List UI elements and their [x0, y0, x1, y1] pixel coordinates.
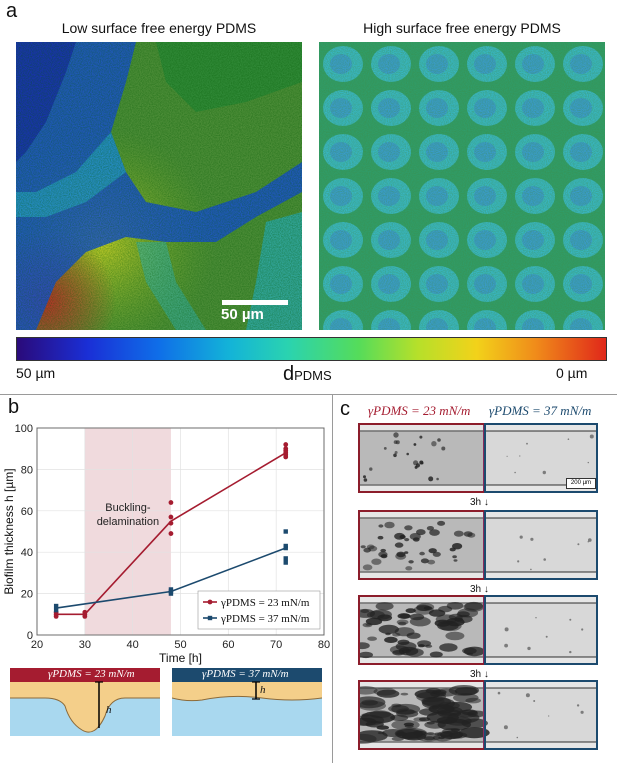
series-1-point	[283, 529, 288, 534]
series-1-point	[283, 543, 288, 549]
horizontal-divider	[0, 394, 617, 395]
colorbar-title-main: d	[283, 363, 295, 385]
series-1-point	[283, 556, 288, 561]
panel-c-letter: c	[340, 398, 350, 420]
schematic-low-energy	[10, 668, 160, 736]
series-0-point	[168, 520, 174, 526]
channel-label-left: γPDMS = 23 mN/m	[368, 403, 471, 418]
y-tick-label: 40	[21, 547, 33, 559]
schematic-high-energy	[172, 668, 322, 736]
y-tick-label: 60	[21, 506, 33, 518]
channel-svg	[358, 510, 598, 580]
y-tick-label: 80	[21, 464, 33, 476]
time-step-label: 3h ↓	[470, 584, 489, 595]
panel-a-letter: a	[6, 0, 18, 22]
shaded-region	[84, 428, 171, 635]
time-step-label: 3h ↓	[470, 497, 489, 508]
series-line-0	[56, 452, 287, 616]
schematic-left-label: γPDMS = 23 mN/m	[48, 668, 135, 680]
x-tick-label: 20	[31, 639, 43, 651]
left-micrograph-title: Low surface free energy PDMS	[61, 20, 257, 36]
series-1-point	[53, 603, 59, 609]
legend-box	[197, 590, 321, 630]
micrograph-scale-bar-label: 50 µm	[221, 306, 264, 323]
schematic-left-h: h	[106, 704, 112, 716]
channel-svg	[358, 423, 598, 493]
channel-svg	[358, 595, 598, 665]
x-tick-label: 70	[270, 639, 282, 651]
x-tick-label: 50	[174, 639, 186, 651]
channel-high-energy-frame	[484, 595, 598, 665]
y-axis-label: Biofilm thickness h [µm]	[2, 468, 16, 594]
series-0-point	[53, 611, 59, 617]
x-tick-label: 30	[79, 639, 91, 651]
series-0-point	[82, 609, 88, 615]
channel-svg	[358, 680, 598, 750]
series-0-point	[168, 514, 174, 520]
shade-label-line2: delamination	[97, 516, 159, 528]
channel-label-right: γPDMS = 37 mN/m	[489, 403, 592, 418]
series-1-point	[168, 587, 174, 592]
channel-low-energy-frame	[358, 595, 486, 665]
channel-image: 200 µm	[358, 423, 598, 493]
x-tick-label: 60	[222, 639, 234, 651]
colorbar-min-label: 50 µm	[16, 365, 56, 381]
channel-image	[358, 510, 598, 580]
legend-marker-0	[207, 599, 213, 605]
legend-marker-1	[207, 615, 213, 621]
x-tick-label: 40	[127, 639, 139, 651]
legend-label-0: γPDMS = 23 mN/m	[220, 597, 310, 609]
colorbar-title-sub: PDMS	[294, 368, 332, 383]
y-tick-label: 0	[27, 630, 33, 642]
series-0-point	[168, 500, 174, 505]
series-1-point	[53, 607, 59, 613]
shade-label-line1: Buckling-	[105, 502, 151, 514]
series-0-point	[168, 531, 174, 536]
y-tick-label: 20	[21, 589, 33, 601]
series-1-point	[283, 560, 288, 565]
channel-image	[358, 680, 598, 750]
channel-low-energy-frame	[358, 423, 486, 493]
right-micrograph-title: High surface free energy PDMS	[363, 20, 561, 36]
x-tick-label: 80	[318, 639, 330, 651]
right-micrograph	[319, 42, 605, 330]
channel-image	[358, 595, 598, 665]
channel-low-energy-frame	[358, 680, 486, 750]
channel-high-energy-frame	[484, 510, 598, 580]
time-step-label: 3h ↓	[470, 669, 489, 680]
plot-frame	[36, 427, 325, 636]
channel-high-energy-frame	[484, 423, 598, 493]
vertical-divider	[332, 394, 333, 763]
channel-high-energy-frame	[484, 680, 598, 750]
colorbar-max-label: 0 µm	[556, 365, 588, 381]
colorbar	[16, 337, 607, 361]
channel-low-energy-frame	[358, 510, 486, 580]
legend-label-1: γPDMS = 37 mN/m	[220, 613, 310, 625]
left-micrograph: 50 µm	[16, 42, 302, 330]
series-0-point	[283, 446, 289, 452]
series-0-point	[283, 442, 289, 447]
channel-scale-bar: 200 µm	[566, 478, 596, 489]
panel-b-letter: b	[8, 396, 20, 418]
y-tick-label: 100	[15, 423, 33, 435]
schematic-right-h: h	[260, 684, 266, 696]
colorbar-title: dPDMS	[283, 363, 332, 386]
x-axis-label: Time [h]	[159, 651, 202, 665]
schematic-right-label: γPDMS = 37 mN/m	[202, 668, 289, 680]
